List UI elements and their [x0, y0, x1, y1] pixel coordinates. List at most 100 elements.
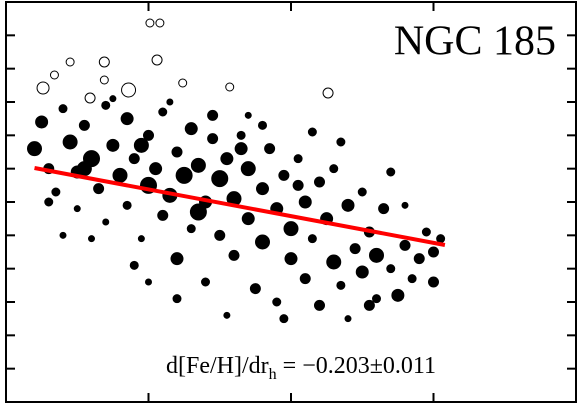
filled-point	[399, 239, 411, 251]
filled-point	[170, 252, 184, 266]
filled-point	[256, 182, 269, 196]
filled-point	[299, 273, 311, 285]
filled-point	[120, 112, 134, 126]
filled-point	[88, 235, 95, 243]
filled-point	[355, 265, 369, 279]
filled-point	[258, 120, 267, 130]
filled-point	[369, 247, 384, 263]
filled-point	[102, 218, 110, 226]
filled-point	[129, 260, 139, 270]
filled-point	[189, 203, 207, 221]
filled-point	[278, 169, 290, 181]
open-point	[36, 81, 50, 95]
filled-point	[314, 299, 325, 311]
filled-point	[184, 122, 198, 136]
filled-point	[175, 166, 193, 184]
filled-point	[59, 231, 67, 239]
filled-point	[112, 167, 128, 183]
open-point	[98, 56, 110, 68]
filled-point	[378, 203, 390, 215]
filled-point	[391, 288, 405, 302]
filled-point	[428, 246, 439, 258]
filled-point	[234, 142, 248, 156]
filled-point	[207, 109, 219, 121]
filled-point	[336, 280, 346, 290]
filled-point	[293, 154, 303, 164]
filled-point	[101, 100, 111, 110]
filled-point	[76, 161, 92, 177]
filled-point	[326, 254, 342, 270]
filled-point	[240, 161, 256, 177]
filled-point	[137, 235, 145, 243]
filled-point	[401, 201, 409, 209]
filled-point	[133, 137, 149, 153]
filled-point	[190, 157, 206, 173]
filled-point	[171, 146, 183, 158]
filled-point	[145, 278, 152, 286]
filled-point	[363, 299, 375, 311]
filled-point	[386, 167, 396, 177]
open-point	[225, 82, 235, 92]
filled-point	[436, 234, 446, 244]
filled-point	[272, 297, 282, 307]
filled-point	[220, 152, 234, 166]
annotation-subscript: h	[269, 366, 277, 383]
filled-point	[307, 127, 317, 137]
open-point	[145, 18, 155, 28]
filled-point	[357, 187, 367, 197]
filled-point	[344, 315, 352, 323]
filled-point	[228, 249, 240, 261]
filled-point	[122, 200, 132, 210]
filled-point	[284, 252, 298, 266]
filled-point	[58, 104, 68, 114]
filled-point	[128, 153, 140, 165]
filled-point	[149, 162, 163, 176]
filled-point	[214, 229, 226, 241]
filled-point	[62, 134, 78, 150]
filled-point	[413, 253, 425, 265]
filled-point	[51, 187, 61, 197]
filled-point	[44, 197, 54, 207]
open-point	[322, 87, 334, 99]
filled-point	[372, 294, 381, 304]
filled-point	[249, 283, 261, 295]
filled-point	[329, 164, 339, 174]
filled-point	[428, 276, 439, 288]
filled-point	[207, 133, 219, 145]
filled-point	[73, 205, 81, 213]
filled-point	[172, 294, 182, 304]
open-point	[49, 70, 59, 80]
open-point	[178, 78, 188, 88]
filled-point	[244, 111, 252, 119]
open-point	[99, 75, 109, 85]
annotation-main: d[Fe/H]/dr	[166, 353, 269, 379]
gradient-annotation: d[Fe/H]/drh = −0.203±0.011	[166, 353, 436, 383]
filled-point	[407, 274, 417, 284]
chart-title: NGC 185	[394, 19, 556, 65]
filled-point	[236, 130, 246, 140]
filled-point	[186, 224, 196, 234]
filled-point	[109, 95, 117, 103]
filled-point	[211, 170, 229, 188]
filled-point	[386, 264, 396, 274]
filled-point	[106, 138, 120, 152]
filled-point	[27, 141, 42, 157]
open-point	[155, 18, 165, 28]
filled-point	[264, 143, 276, 155]
filled-point	[279, 314, 289, 324]
filled-point	[157, 209, 169, 221]
filled-point	[143, 129, 154, 141]
filled-point	[298, 195, 312, 209]
filled-point	[283, 221, 299, 237]
filled-point	[93, 183, 105, 195]
filled-point	[166, 98, 174, 106]
fit-line	[34, 166, 446, 247]
filled-point	[349, 243, 361, 255]
filled-point	[314, 176, 325, 188]
filled-point	[307, 234, 317, 244]
open-point	[65, 57, 75, 67]
filled-point	[35, 115, 49, 129]
filled-point	[421, 227, 431, 237]
open-point	[151, 54, 163, 66]
